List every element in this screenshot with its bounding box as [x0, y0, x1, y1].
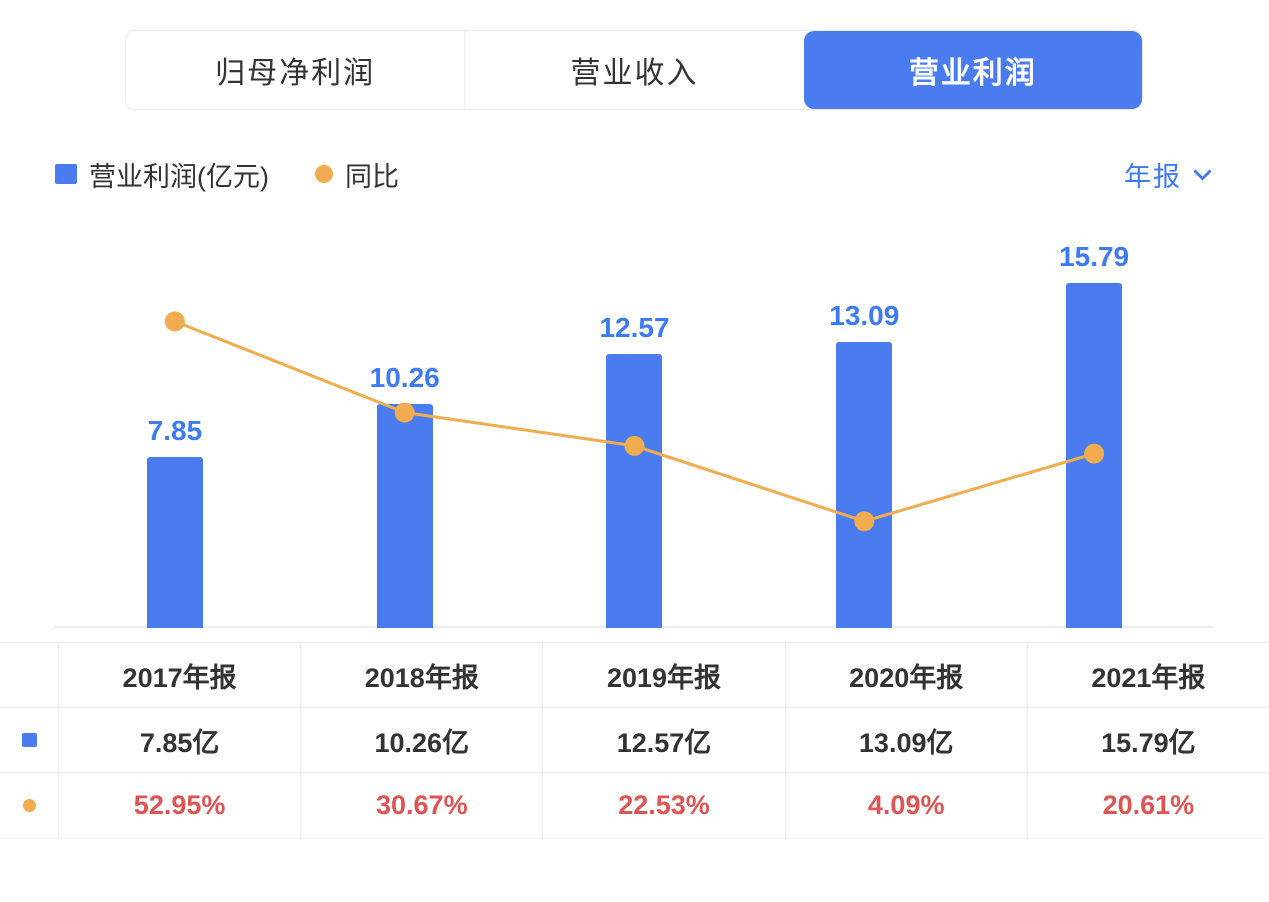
chart-area: 7.85 10.26 12.57 13.09 15.79 — [0, 200, 1269, 628]
bar-value-label: 13.09 — [829, 300, 900, 331]
table-cell: 20.61% — [1026, 773, 1269, 838]
row-marker-dot-icon — [22, 799, 36, 812]
bar-column-2019年报[interactable]: 12.57 — [520, 200, 750, 628]
table-cell: 10.26亿 — [300, 708, 543, 773]
financial-chart-page: 归母净利润 营业收入 营业利润 营业利润(亿元) 同比 年报 7.85 10.26 12… — [0, 30, 1269, 902]
table-cell: 4.09% — [784, 773, 1027, 838]
bar-series-swatch-icon — [55, 164, 77, 184]
table-cell: 12.57亿 — [542, 708, 785, 773]
table-corner-cell — [0, 643, 58, 708]
legend-row: 营业利润(亿元) 同比 年报 — [55, 155, 1212, 194]
tab-2[interactable]: 营业收入 — [464, 31, 804, 109]
legend-item-bar: 营业利润(亿元) — [55, 155, 269, 194]
table-cell: 52.95% — [58, 773, 300, 838]
period-selector[interactable]: 年报 — [1124, 155, 1212, 194]
bar-value-label: 7.85 — [147, 415, 203, 446]
table-header-cell: 2017年报 — [58, 643, 301, 708]
bar[interactable] — [376, 404, 433, 628]
bar-column-2018年报[interactable]: 10.26 — [290, 200, 520, 628]
bar-series-label: 营业利润(亿元) — [89, 161, 269, 192]
bar-value-label: 10.26 — [369, 362, 440, 393]
bar[interactable] — [836, 342, 893, 628]
tab-3[interactable]: 营业利润 — [803, 31, 1142, 109]
bar-columns: 7.85 10.26 12.57 13.09 15.79 — [0, 200, 1269, 628]
chevron-down-icon — [1193, 161, 1212, 181]
row-marker-bar-icon — [21, 733, 37, 747]
bar-column-2020年报[interactable]: 13.09 — [749, 200, 979, 628]
bar[interactable] — [1066, 283, 1123, 628]
bar-value-label: 15.79 — [1059, 241, 1130, 272]
table-cell: 22.53% — [542, 773, 784, 838]
bar-column-2021年报[interactable]: 15.79 — [979, 200, 1209, 628]
bar-column-2017年报[interactable]: 7.85 — [60, 200, 290, 628]
line-series-label: 同比 — [344, 161, 399, 192]
table-header-cell: 2019年报 — [542, 643, 785, 708]
table-header-cell: 2018年报 — [300, 643, 543, 708]
bar[interactable] — [146, 457, 203, 628]
table-marker-cell — [0, 708, 58, 773]
legend-item-line: 同比 — [314, 155, 399, 194]
table-cell: 13.09亿 — [784, 708, 1027, 773]
financial-table: 2017年报 2018年报 2019年报 2020年报 2021年报 7.85亿 10.26… — [0, 642, 1269, 839]
bar[interactable] — [606, 354, 663, 628]
table-cell: 30.67% — [300, 773, 542, 838]
table-marker-cell — [0, 773, 58, 838]
line-series-swatch-icon — [314, 165, 333, 183]
table-header-cell: 2020年报 — [784, 643, 1027, 708]
tab-bar: 归母净利润 营业收入 营业利润 — [125, 30, 1143, 110]
table-cell: 7.85亿 — [58, 708, 301, 773]
table-cell: 15.79亿 — [1026, 708, 1269, 773]
table-header-cell: 2021年报 — [1026, 643, 1269, 708]
period-label: 年报 — [1124, 161, 1182, 192]
tab-1[interactable]: 归母净利润 — [126, 31, 465, 109]
bar-value-label: 12.57 — [599, 312, 670, 343]
